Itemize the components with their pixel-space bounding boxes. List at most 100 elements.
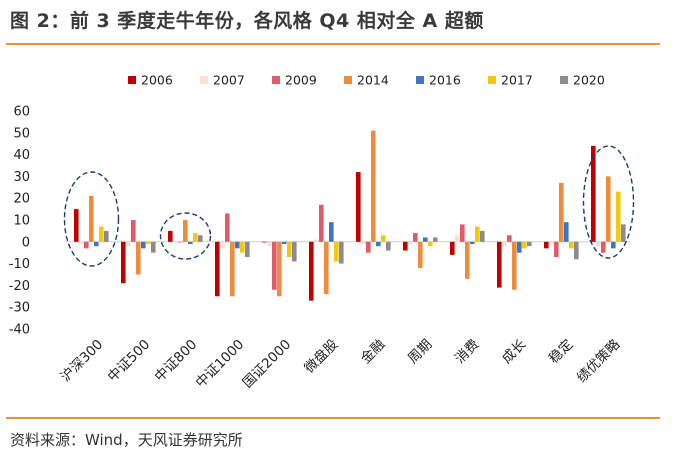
bar-2016-中证1000: [235, 241, 240, 249]
legend-label-2014: 2014: [357, 73, 389, 88]
bar-2006-消费: [450, 241, 455, 255]
bar-2017-微盘股: [334, 241, 339, 262]
y-tick-label: -10: [9, 257, 30, 272]
x-category-label: 中证500: [105, 337, 154, 386]
bar-2006-金融: [356, 172, 361, 242]
bar-series-group: [74, 130, 626, 301]
bar-2007-中证1000: [220, 241, 225, 249]
bar-2017-中证1000: [240, 241, 245, 253]
x-category-label: 绩优策略: [573, 335, 624, 386]
bar-2014-周期: [418, 241, 423, 268]
bar-2020-国证2000: [292, 241, 297, 262]
bar-2016-沪深300: [94, 241, 99, 247]
highlight-ellipse-绩优策略: [582, 145, 635, 259]
y-axis: -40 -30 -20 -10 0 10 20 30 40 50 60: [9, 105, 30, 338]
chart-title: 图 2：前 3 季度走牛年份，各风格 Q4 相对全 A 超额: [10, 10, 484, 32]
bar-2020-中证500: [151, 241, 156, 253]
bar-2014-微盘股: [324, 241, 329, 295]
legend-swatch-2006: [128, 76, 136, 84]
bar-2017-成长: [522, 241, 527, 249]
highlight-annotations: [63, 145, 635, 267]
bar-2016-绩优策略: [611, 241, 616, 249]
bar-2006-稳定: [544, 241, 549, 249]
bar-2020-沪深300: [104, 230, 109, 242]
legend-swatch-2014: [344, 76, 352, 84]
chart-legend: 2006 2007 2009 2014 2016 2017 2020: [128, 73, 605, 88]
bar-2009-中证800: [178, 241, 183, 243]
x-category-label: 稳定: [546, 337, 576, 367]
bar-2009-微盘股: [319, 204, 324, 242]
bar-2020-微盘股: [339, 241, 344, 264]
x-category-label: 中证800: [152, 337, 201, 386]
bar-chart: 2006 2007 2009 2014 2016 2017 2020 -40 -30 -20 -1…: [9, 73, 635, 391]
bar-2017-稳定: [569, 241, 574, 249]
bar-2016-中证500: [141, 241, 146, 249]
x-category-label: 微盘股: [301, 335, 342, 376]
bar-2006-成长: [497, 241, 502, 288]
y-tick-label: -30: [9, 301, 30, 316]
bar-2014-国证2000: [277, 241, 282, 297]
bar-2007-中证500: [126, 241, 131, 247]
bar-2017-周期: [428, 241, 433, 247]
bar-2017-沪深300: [99, 226, 104, 242]
bar-2007-中证800: [173, 241, 178, 243]
highlight-ellipse-沪深300: [63, 171, 120, 267]
bar-2017-国证2000: [287, 241, 292, 258]
bar-2020-绩优策略: [621, 224, 626, 242]
legend-label-2009: 2009: [285, 73, 317, 88]
bar-2006-周期: [403, 241, 408, 251]
legend-swatch-2017: [488, 76, 496, 84]
bar-2014-沪深300: [89, 196, 94, 242]
bar-2006-绩优策略: [591, 145, 596, 242]
bar-2009-国证2000: [272, 241, 277, 290]
y-tick-label: 20: [13, 192, 30, 207]
highlight-ellipse-中证800: [159, 212, 212, 260]
legend-swatch-2020: [560, 76, 568, 84]
bar-2007-稳定: [549, 241, 554, 244]
legend-label-2017: 2017: [501, 73, 533, 88]
bar-2007-绩优策略: [596, 241, 601, 247]
bar-2009-成长: [507, 235, 512, 242]
bar-2006-微盘股: [309, 241, 314, 301]
bar-2007-金融: [361, 241, 366, 244]
x-category-label: 消费: [452, 337, 482, 367]
bar-2009-消费: [460, 224, 465, 242]
bar-2009-中证500: [131, 220, 136, 242]
bar-2006-沪深300: [74, 209, 79, 242]
legend-swatch-2009: [272, 76, 280, 84]
legend-swatch-2016: [416, 76, 424, 84]
bar-2007-消费: [455, 235, 460, 242]
bar-2009-沪深300: [84, 241, 89, 249]
bar-2020-消费: [480, 230, 485, 242]
legend-label-2006: 2006: [141, 73, 173, 88]
bar-2016-周期: [423, 237, 428, 242]
bar-2014-绩优策略: [606, 176, 611, 242]
y-tick-label: -40: [9, 323, 30, 338]
y-tick-label: 60: [13, 105, 30, 120]
bar-2017-中证800: [193, 233, 198, 242]
bar-2006-中证500: [121, 241, 126, 284]
x-category-label: 周期: [405, 337, 435, 367]
x-category-label: 成长: [499, 336, 530, 367]
bar-2020-周期: [433, 237, 438, 242]
bar-2009-绩优策略: [601, 241, 606, 253]
x-category-label: 中证1000: [193, 337, 248, 392]
y-tick-label: -20: [9, 279, 30, 294]
bar-2016-微盘股: [329, 222, 334, 242]
legend-label-2007: 2007: [213, 73, 245, 88]
bar-2016-中证800: [188, 241, 193, 244]
x-category-label: 沪深300: [58, 337, 107, 386]
bar-2014-中证500: [136, 241, 141, 275]
bar-2020-成长: [527, 241, 532, 247]
bar-2014-中证800: [183, 220, 188, 242]
y-tick-label: 10: [13, 214, 30, 229]
bar-2007-国证2000: [267, 241, 272, 247]
bar-2017-消费: [475, 226, 480, 242]
bar-2016-金融: [376, 241, 381, 247]
bar-2009-稳定: [554, 241, 559, 258]
bar-2009-中证1000: [225, 213, 230, 242]
y-tick-label: 30: [13, 170, 30, 185]
bar-2020-金融: [386, 241, 391, 251]
legend-label-2016: 2016: [429, 73, 461, 88]
